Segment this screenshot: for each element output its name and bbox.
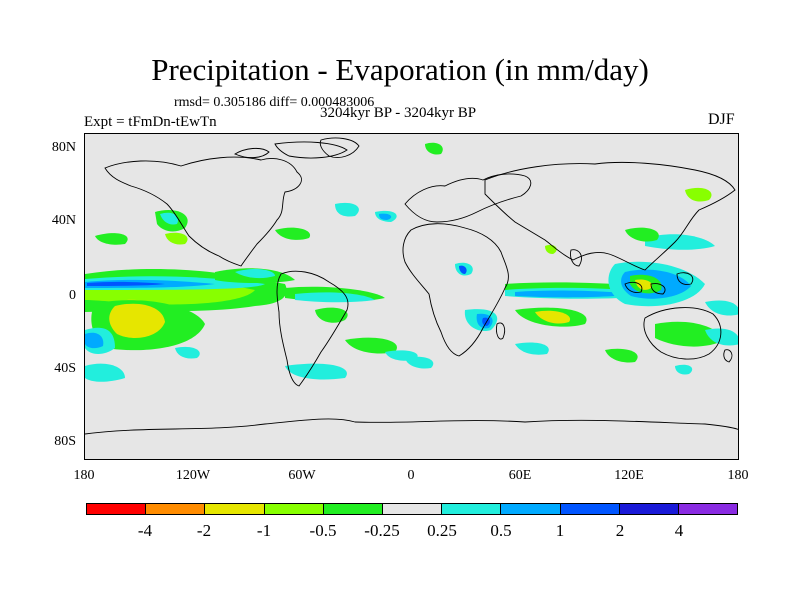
map-panel [84, 133, 739, 460]
colorbar-label: 0.25 [427, 521, 457, 540]
lon-label-180-left: 180 [73, 468, 95, 483]
coastline [496, 322, 506, 340]
colorbar-label: -0.25 [364, 521, 400, 540]
coastline [723, 349, 733, 363]
anomaly-patch [645, 234, 715, 250]
colorbar-cell [264, 504, 324, 514]
anomaly-patch [379, 213, 392, 220]
anomaly-patch [235, 269, 275, 279]
anomaly-patch [345, 337, 397, 354]
coastline [402, 223, 509, 357]
colorbar-cell [442, 504, 502, 514]
plot-title: Precipitation - Evaporation (in mm/day) [151, 52, 649, 87]
anomaly-patch [285, 363, 347, 380]
coastline [274, 141, 348, 159]
colorbar-label: -2 [196, 521, 212, 540]
lon-label-180-right: 180 [727, 468, 749, 483]
colorbar-label: -4 [137, 521, 153, 540]
lat-label-40s: 40S [54, 361, 76, 376]
coastline [676, 272, 694, 285]
coastline [276, 270, 349, 387]
colorbar-label: 4 [674, 521, 684, 540]
anomaly-patch [705, 300, 738, 316]
lon-label-60w: 60W [288, 468, 316, 483]
anomaly-patch [85, 363, 125, 382]
coastline [85, 418, 738, 435]
lon-label-60e: 60E [508, 468, 532, 483]
anomaly-patch [165, 232, 188, 245]
coastline [104, 156, 302, 267]
anomaly-patch [685, 187, 712, 202]
colorbar-label: 1 [555, 521, 565, 540]
anomaly-patch [160, 212, 179, 225]
anomaly-patch [705, 328, 738, 346]
coastline [624, 281, 643, 293]
lat-label-40n: 40N [51, 213, 76, 228]
lon-label-120w: 120W [175, 468, 211, 483]
colorbar [86, 503, 738, 515]
lon-label-120e: 120E [614, 468, 644, 483]
lat-label-equator: 0 [69, 288, 76, 303]
anomaly-patch [405, 356, 434, 369]
lat-label-80s: 80S [54, 434, 76, 449]
anomaly-patch [515, 290, 635, 298]
colorbar-cell [87, 504, 147, 514]
colorbar-cell [323, 504, 383, 514]
anomaly-patch [85, 332, 104, 349]
lon-label-0: 0 [407, 468, 415, 483]
anomaly-patch [635, 279, 652, 290]
colorbar-cell [382, 504, 443, 514]
anomaly-field [85, 142, 738, 382]
coastlines [85, 137, 738, 435]
coastline [319, 137, 360, 158]
coastline [643, 307, 722, 360]
colorbar-cell [619, 504, 679, 514]
anomaly-patch [275, 227, 311, 240]
anomaly-patch [87, 281, 165, 286]
anomaly-patch [425, 142, 443, 155]
anomaly-patch [335, 202, 359, 217]
colorbar-label: -1 [256, 521, 272, 540]
anomaly-patch [95, 233, 128, 245]
anomaly-patch [315, 307, 348, 323]
anomaly-patch [109, 303, 165, 338]
period-label: 3204kyr BP - 3204kyr BP [320, 105, 477, 121]
experiment-label: Expt = tFmDn-tEwTn [84, 114, 217, 130]
season-label: DJF [708, 111, 735, 128]
anomaly-patch [295, 292, 375, 303]
anomaly-patch [459, 265, 467, 274]
colorbar-label: 0.5 [490, 521, 512, 540]
colorbar-cell [501, 504, 561, 514]
colorbar-label: 2 [615, 521, 625, 540]
stats-line: rmsd= 0.305186 diff= 0.000483006 [174, 95, 375, 110]
anomaly-patch [675, 364, 693, 375]
colorbar-cell [560, 504, 620, 514]
coastline [234, 147, 270, 159]
coastline [404, 173, 532, 223]
lat-label-80n: 80N [51, 140, 76, 155]
colorbar-cell [205, 504, 265, 514]
anomaly-patch [605, 348, 638, 363]
anomaly-patch [515, 342, 549, 355]
coastline [650, 283, 666, 295]
map-canvas [85, 137, 738, 435]
anomaly-patch [175, 346, 200, 359]
anomaly-patch [625, 227, 659, 242]
colorbar-cell [146, 504, 206, 514]
anomaly-patch [655, 321, 725, 347]
anomaly-patch [545, 244, 557, 254]
anomaly-patch [535, 310, 571, 324]
colorbar-cell [678, 504, 738, 514]
coastline [484, 161, 736, 271]
coastline [570, 249, 582, 267]
colorbar-label: -0.5 [309, 521, 337, 540]
